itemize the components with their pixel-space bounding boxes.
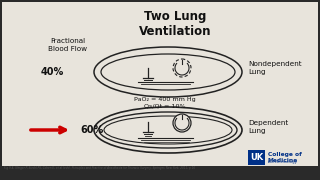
FancyBboxPatch shape <box>2 2 318 166</box>
Text: College of
Medicine: College of Medicine <box>268 152 302 163</box>
Text: Fig 9.4, Slinger P, Strohl PS, Cohen E, et al (eds). Principles and Practice of : Fig 9.4, Slinger P, Strohl PS, Cohen E, … <box>4 166 195 170</box>
Text: 40%: 40% <box>40 67 64 77</box>
Text: 60%: 60% <box>80 125 103 135</box>
Text: Nondependent
Lung: Nondependent Lung <box>248 61 302 75</box>
Ellipse shape <box>104 116 232 144</box>
Ellipse shape <box>94 107 242 153</box>
Ellipse shape <box>99 112 237 148</box>
Circle shape <box>173 59 191 77</box>
Text: Two Lung
Ventilation: Two Lung Ventilation <box>139 10 211 38</box>
Circle shape <box>173 114 191 132</box>
Text: Dependent
Lung: Dependent Lung <box>248 120 288 134</box>
Text: PaO₂ = 400 mm Hg
Qs/Qt = 10%: PaO₂ = 400 mm Hg Qs/Qt = 10% <box>134 97 196 109</box>
Text: Anesthesiology: Anesthesiology <box>268 160 298 164</box>
Text: Fractional
Blood Flow: Fractional Blood Flow <box>49 38 87 51</box>
Text: UK: UK <box>250 153 263 162</box>
Ellipse shape <box>101 54 235 90</box>
FancyBboxPatch shape <box>248 150 265 165</box>
Ellipse shape <box>94 47 242 97</box>
